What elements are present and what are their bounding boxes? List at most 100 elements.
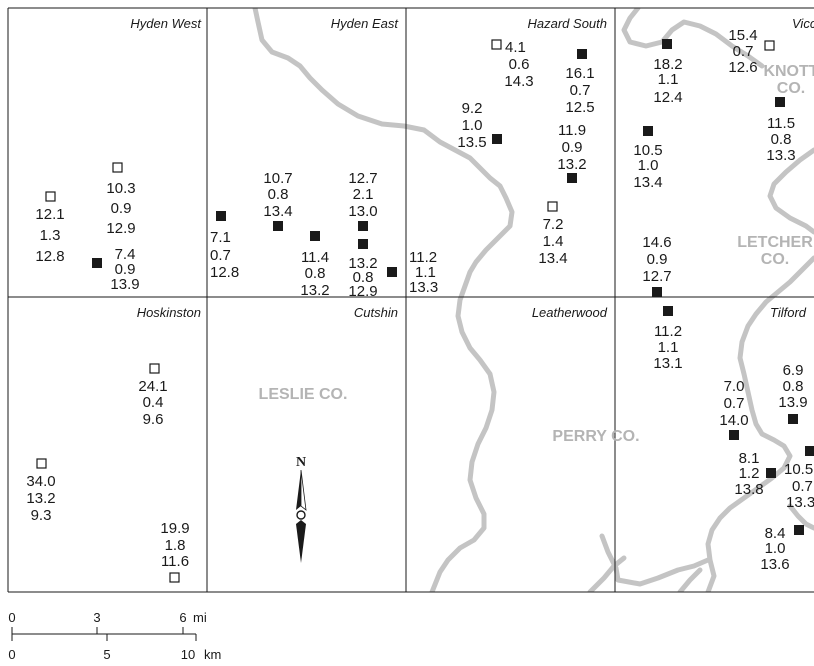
- sample-value-2: 0.7: [570, 82, 591, 99]
- sample-site: 10.5 1.0 13.4: [633, 126, 663, 191]
- sample-value-1: 7.1: [210, 229, 231, 246]
- sample-site: 8.4 1.0 13.6: [760, 525, 804, 573]
- sample-site: 4.1 0.6 14.3: [491, 39, 534, 90]
- sample-value-3: 12.6: [728, 59, 757, 76]
- sample-value-3: 14.0: [719, 412, 748, 429]
- sample-value-1: 11.5: [767, 115, 795, 132]
- filled-square-marker: [663, 306, 673, 316]
- open-square-marker: [149, 363, 160, 374]
- sample-value-3: 13.6: [760, 556, 789, 573]
- scale-km-tick-0: 0: [8, 647, 15, 662]
- east-river-boundary: [787, 503, 814, 531]
- sample-value-3: 9.3: [31, 507, 52, 524]
- open-square-marker: [764, 40, 775, 51]
- quadrangle-labels: Hyden West Hyden East Hazard South Vicco…: [130, 16, 814, 320]
- open-square-marker: [169, 572, 180, 583]
- perry-letcher-boundary: [705, 147, 814, 592]
- sample-value-2: 0.8: [771, 131, 792, 148]
- perry-knott-boundary: [621, 8, 765, 69]
- sample-site: 19.9 1.8 11.6: [160, 520, 190, 583]
- sample-value-2: 1.2: [739, 465, 760, 482]
- perry-leslie-boundary: [252, 8, 515, 592]
- north-arrow: N: [296, 455, 307, 563]
- filled-square-marker: [643, 126, 653, 136]
- sample-value-2: 1.0: [765, 540, 786, 557]
- sample-site: 14.6 0.9 12.7: [642, 234, 672, 297]
- sample-value-3: 13.2: [300, 282, 329, 299]
- sample-value-1: 10.5: [784, 461, 813, 478]
- sample-value-2: 1.3: [40, 227, 61, 244]
- sample-value-2: 0.7: [210, 247, 231, 264]
- north-arrow-lower-icon: [296, 520, 306, 563]
- sample-value-1: 11.4: [301, 249, 329, 266]
- open-square-marker: [547, 201, 558, 212]
- filled-square-marker: [788, 414, 798, 424]
- sample-site: 6.9 0.8 13.9: [778, 362, 808, 424]
- sample-site: 7.2 1.4 13.4: [538, 201, 568, 267]
- sample-site: 7.4 0.9 13.9: [92, 246, 140, 293]
- scale-bar: 0 3 6 mi 0 5 10 km: [8, 610, 221, 662]
- county-label-letcher: LETCHER: [737, 234, 813, 251]
- sample-site: 11.2 1.1 13.1: [653, 306, 683, 372]
- quad-label-vicco: Vicco: [792, 16, 814, 31]
- filled-square-marker: [358, 221, 368, 231]
- north-label: N: [296, 455, 306, 470]
- sample-value-2: 0.4: [143, 394, 164, 411]
- sample-value-1: 11.2: [654, 323, 682, 340]
- county-label-letcher-co: CO.: [761, 251, 789, 268]
- sample-value-2: 0.9: [115, 261, 136, 278]
- sample-value-3: 12.8: [35, 248, 64, 265]
- leslie-clay-boundary: [587, 555, 627, 592]
- sample-value-2: 0.8: [353, 269, 374, 286]
- sample-value-2: 1.0: [638, 157, 659, 174]
- scale-mi-unit: mi: [193, 610, 207, 625]
- filled-square-marker: [766, 468, 776, 478]
- sample-value-2: 0.9: [111, 200, 132, 217]
- sample-site: 7.1 0.7 12.8: [210, 211, 239, 281]
- sample-value-3: 13.5: [457, 134, 486, 151]
- sample-value-3: 13.4: [633, 174, 662, 191]
- sample-value-1: 11.2: [409, 249, 437, 266]
- sample-value-2: 0.7: [733, 43, 754, 60]
- open-square-marker: [45, 191, 56, 202]
- sample-value-3: 13.9: [110, 276, 139, 293]
- county-label-knott: KNOTT: [763, 63, 814, 80]
- sample-value-2: 0.9: [562, 139, 583, 156]
- sample-site: 34.0 13.2 9.3: [26, 458, 56, 524]
- sample-site: 24.1 0.4 9.6: [138, 363, 168, 428]
- sample-value-1: 14.6: [642, 234, 671, 251]
- sample-value-2: 13.2: [26, 490, 55, 507]
- sample-value-3: 12.9: [106, 220, 135, 237]
- sample-value-1: 4.1: [505, 39, 526, 56]
- sample-site: 13.2 0.8 12.9: [348, 239, 397, 300]
- sample-value-1: 9.2: [462, 100, 483, 117]
- scale-mi-tick-3: 3: [93, 610, 100, 625]
- sample-value-3: 12.4: [653, 89, 682, 106]
- sample-value-2: 1.1: [658, 71, 679, 88]
- sample-site: 12.7 2.1 13.0: [348, 170, 378, 231]
- sample-site: 16.1 0.7 12.5: [565, 49, 595, 116]
- sample-value-1: 7.4: [115, 246, 136, 263]
- quad-label-tilford: Tilford: [770, 305, 807, 320]
- county-labels: LESLIE CO. PERRY CO. KNOTT CO. LETCHER C…: [259, 63, 814, 445]
- quad-label-leatherwood: Leatherwood: [532, 305, 608, 320]
- filled-square-marker: [794, 525, 804, 535]
- filled-square-marker: [577, 49, 587, 59]
- sample-value-1: 8.4: [765, 525, 786, 542]
- sample-value-3: 13.8: [734, 481, 763, 498]
- quad-label-hoskinston: Hoskinston: [137, 305, 201, 320]
- sample-value-3: 13.3: [766, 147, 795, 164]
- sample-value-2: 0.9: [647, 251, 668, 268]
- sample-value-2: 0.6: [509, 56, 530, 73]
- sample-value-1: 10.3: [106, 180, 135, 197]
- sample-value-1: 34.0: [26, 473, 55, 490]
- sample-value-3: 13.4: [263, 203, 292, 220]
- sample-value-1: 18.2: [653, 56, 682, 73]
- sample-site: 10.7 0.8 13.4: [263, 170, 293, 231]
- sample-value-3: 13.3: [409, 279, 438, 296]
- sample-value-3: 13.4: [538, 250, 567, 267]
- scale-km-unit: km: [204, 647, 221, 662]
- filled-square-marker: [652, 287, 662, 297]
- sample-value-1: 19.9: [160, 520, 189, 537]
